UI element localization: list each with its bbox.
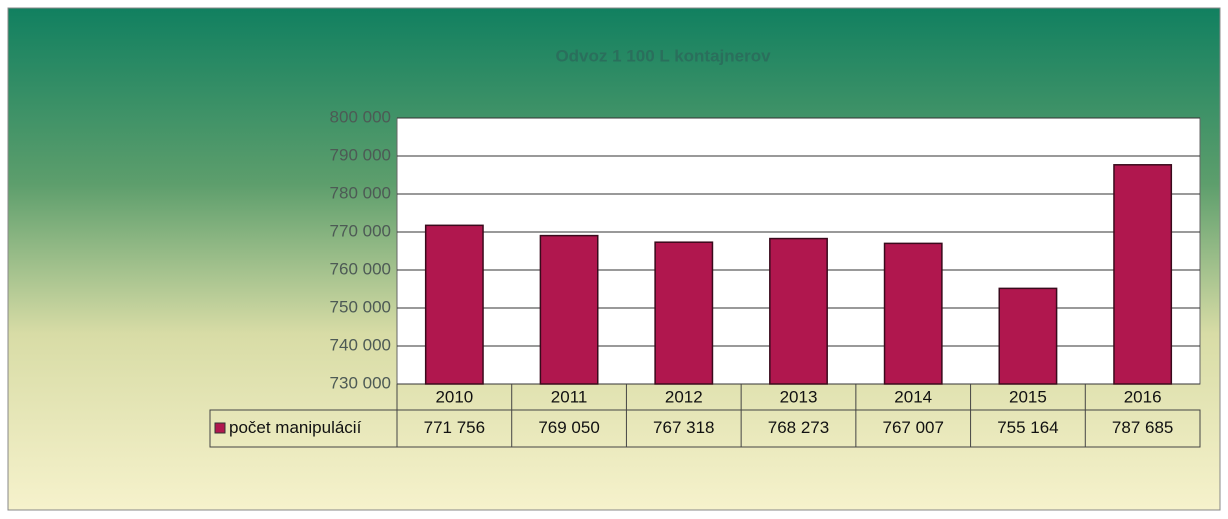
bar [883,242,943,385]
y-tick-label: 730 000 [330,373,391,392]
bar [1113,164,1173,385]
y-tick-label: 740 000 [330,335,391,354]
bar [998,287,1058,385]
x-tick-label: 2016 [1124,387,1162,406]
x-tick-label: 2010 [435,387,473,406]
chart-title: Odvoz 1 100 L kontajnerov [555,46,771,65]
bar [424,224,484,385]
legend-swatch [214,422,226,434]
bar [539,234,599,385]
table-value: 767 318 [653,418,714,437]
legend-label: počet manipulácií [229,418,362,437]
x-tick-label: 2012 [665,387,703,406]
x-tick-label: 2011 [551,387,588,406]
y-tick-label: 750 000 [330,297,391,316]
x-tick-label: 2014 [894,387,932,406]
bar [654,241,714,385]
x-tick-label: 2013 [780,387,818,406]
table-value: 768 273 [768,418,829,437]
table-value: 769 050 [538,418,599,437]
table-value: 787 685 [1112,418,1173,437]
x-tick-label: 2015 [1009,387,1047,406]
table-value: 755 164 [997,418,1058,437]
y-tick-label: 780 000 [330,183,391,202]
table-value: 767 007 [882,418,943,437]
table-value: 771 756 [424,418,485,437]
y-tick-label: 790 000 [330,145,391,164]
bar [769,237,828,385]
y-tick-label: 770 000 [330,221,391,240]
y-tick-label: 800 000 [330,107,391,126]
y-tick-label: 760 000 [330,259,391,278]
